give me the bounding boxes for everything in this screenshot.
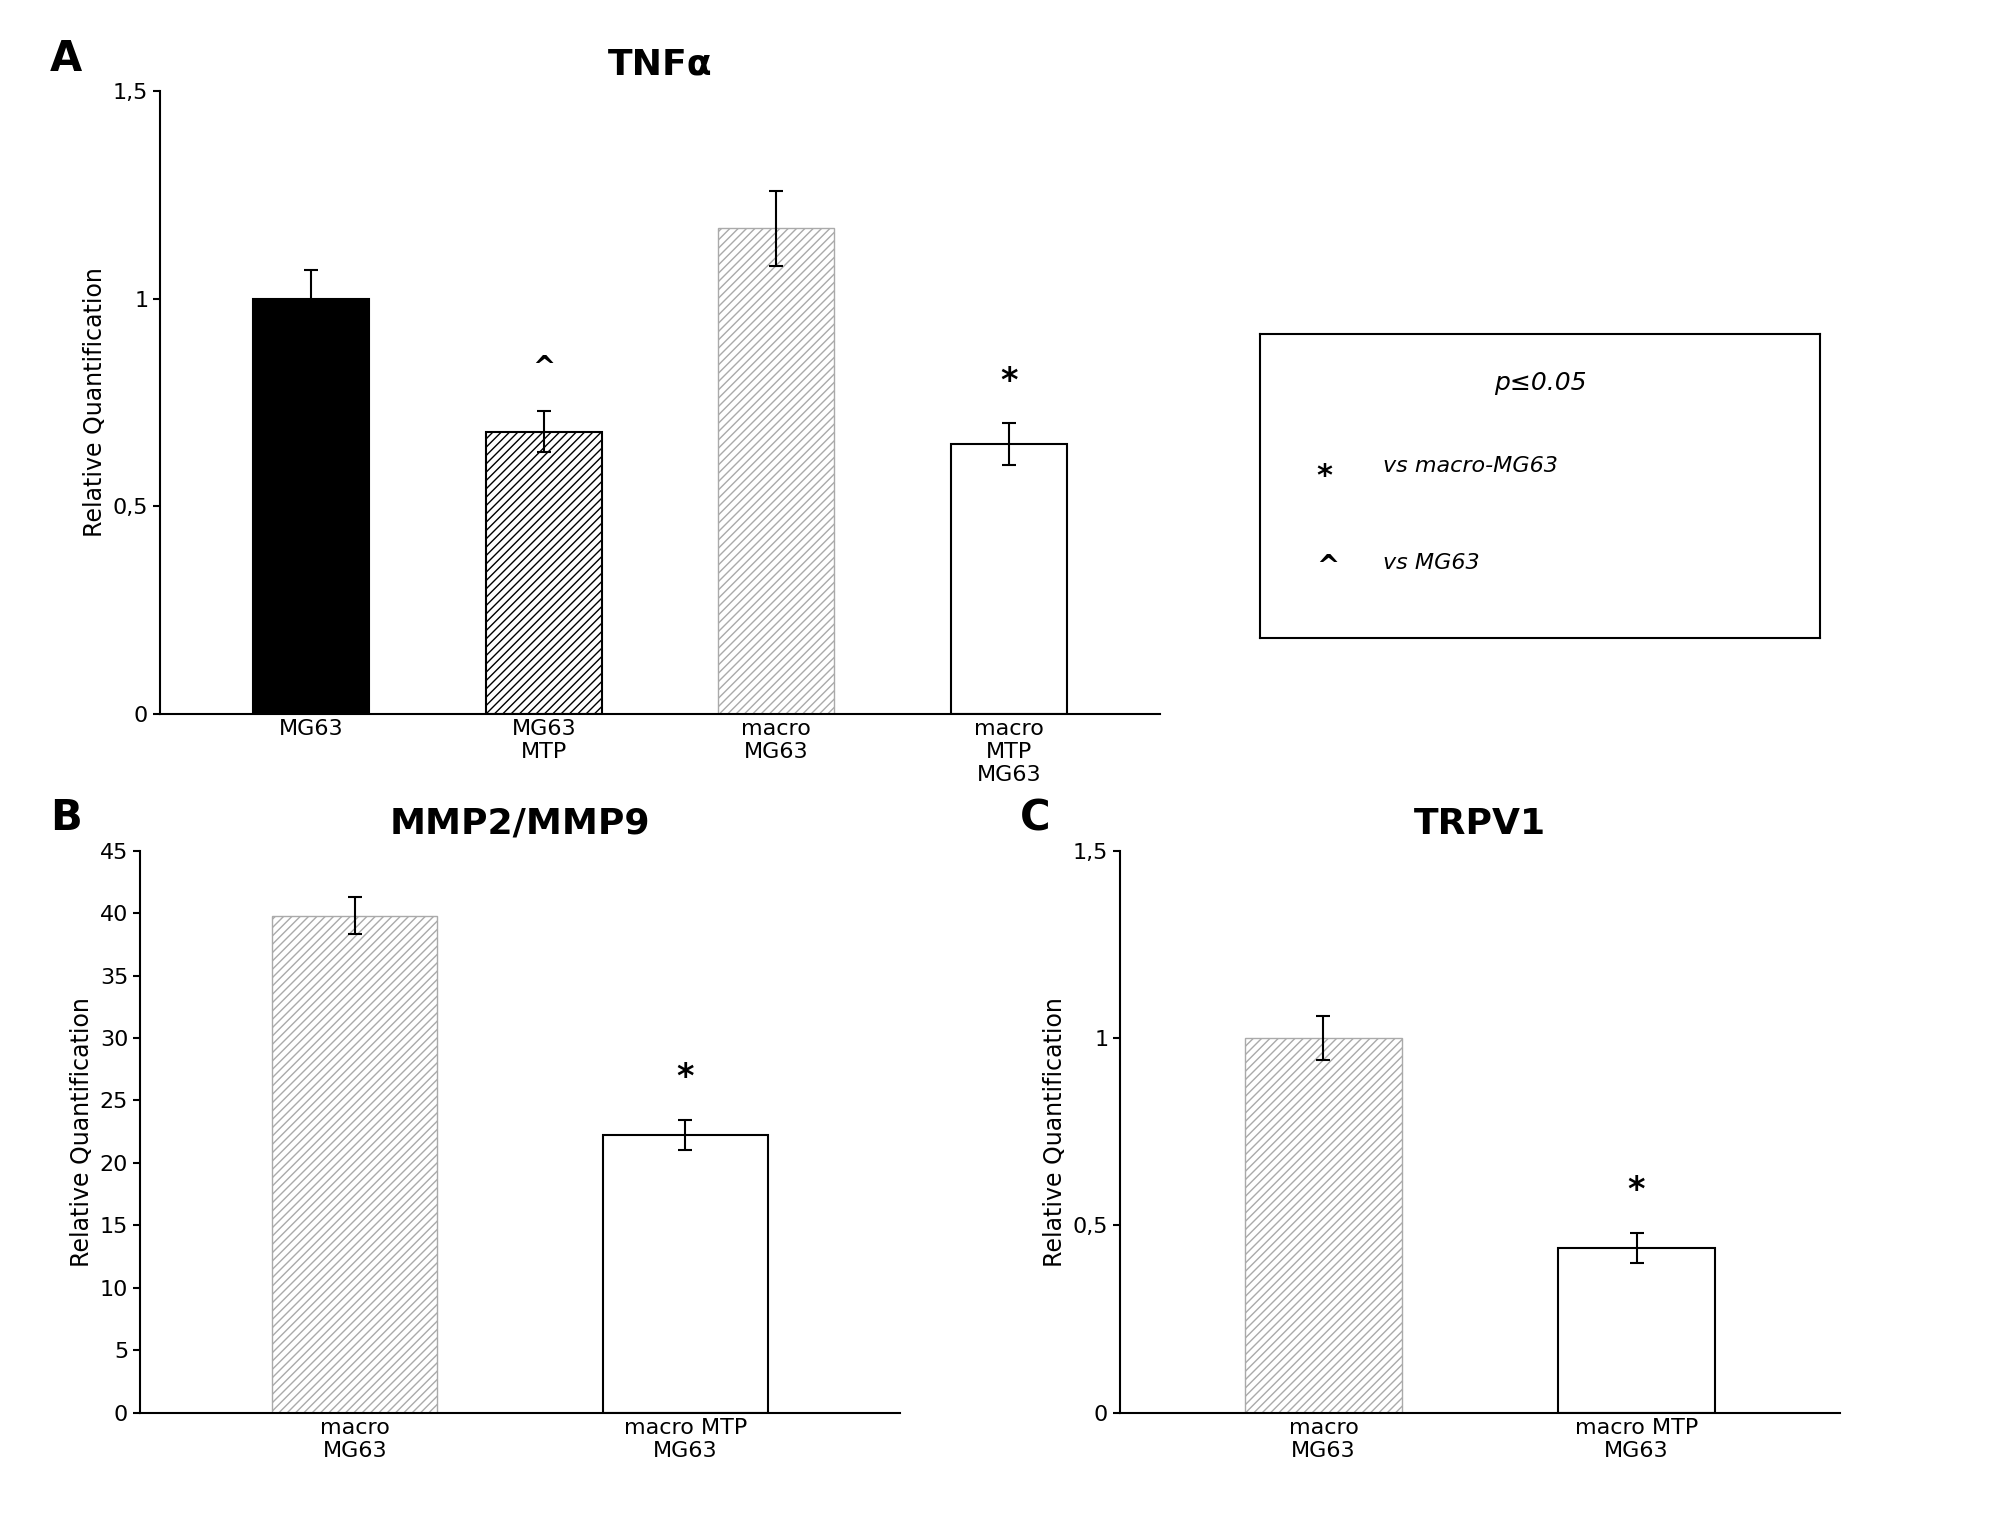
Y-axis label: Relative Quantification: Relative Quantification bbox=[1044, 996, 1068, 1267]
Text: A: A bbox=[50, 38, 82, 81]
Bar bbox=[254, 299, 370, 714]
Y-axis label: Relative Quantification: Relative Quantification bbox=[70, 996, 94, 1267]
Bar bbox=[602, 1135, 768, 1413]
Bar bbox=[486, 431, 602, 714]
Text: ^: ^ bbox=[532, 354, 556, 381]
Bar bbox=[1558, 1247, 1714, 1413]
Text: *: * bbox=[1316, 462, 1332, 491]
Text: vs MG63: vs MG63 bbox=[1384, 553, 1480, 573]
Title: TNFα: TNFα bbox=[608, 47, 712, 82]
Text: B: B bbox=[50, 797, 82, 840]
Text: ^: ^ bbox=[1316, 553, 1340, 580]
Bar bbox=[1246, 1037, 1402, 1413]
Text: vs macro-MG63: vs macro-MG63 bbox=[1384, 456, 1558, 475]
Text: *: * bbox=[1000, 366, 1018, 398]
Text: *: * bbox=[676, 1062, 694, 1094]
Y-axis label: Relative Quantification: Relative Quantification bbox=[84, 267, 108, 538]
Text: C: C bbox=[1020, 797, 1050, 840]
Text: p≤0.05: p≤0.05 bbox=[1494, 371, 1586, 395]
Bar bbox=[718, 228, 834, 714]
Bar bbox=[950, 444, 1066, 714]
Bar bbox=[272, 916, 438, 1413]
Text: *: * bbox=[1628, 1174, 1646, 1206]
Title: MMP2/MMP9: MMP2/MMP9 bbox=[390, 807, 650, 842]
Title: TRPV1: TRPV1 bbox=[1414, 807, 1546, 842]
